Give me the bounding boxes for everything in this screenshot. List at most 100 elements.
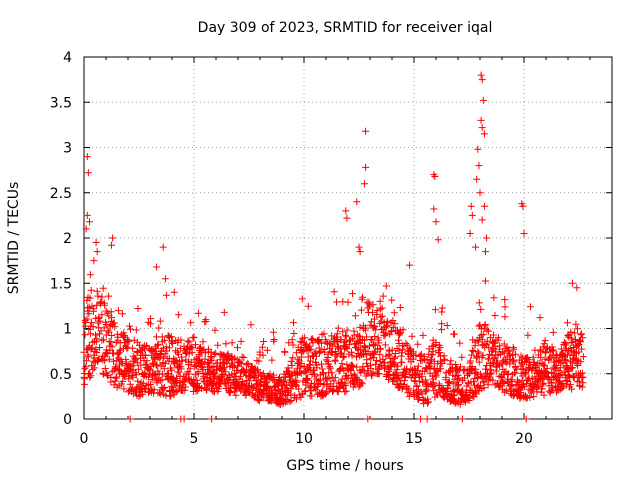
data-point: [297, 360, 305, 368]
data-point: [210, 351, 218, 358]
data-point: [105, 292, 113, 300]
data-point: [81, 331, 89, 339]
data-point: [482, 365, 489, 373]
data-point: [201, 355, 209, 363]
data-point: [438, 304, 446, 312]
data-point: [477, 325, 485, 333]
data-point: [337, 378, 345, 386]
data-point: [315, 336, 323, 343]
data-point: [481, 277, 489, 285]
data-point: [308, 392, 316, 400]
data-point: [172, 347, 180, 355]
data-point: [286, 398, 294, 406]
data-point: [312, 348, 320, 356]
data-point: [228, 339, 236, 347]
data-point: [480, 202, 488, 210]
data-point: [304, 353, 312, 361]
data-point: [156, 317, 164, 325]
data-point: [358, 380, 366, 388]
data-point: [475, 299, 483, 307]
data-point: [290, 330, 298, 337]
data-point: [88, 344, 96, 352]
data-point: [155, 324, 163, 332]
data-point: [491, 312, 499, 319]
data-point: [579, 334, 587, 342]
data-point: [306, 357, 314, 365]
data-point: [417, 415, 425, 423]
data-point: [351, 381, 359, 389]
data-point: [154, 341, 162, 349]
data-point: [270, 371, 278, 379]
data-point: [382, 282, 390, 290]
data-point: [424, 395, 432, 403]
data-point: [298, 295, 306, 303]
data-point: [475, 162, 483, 170]
data-point: [567, 328, 575, 336]
data-point: [549, 328, 557, 336]
data-point: [84, 353, 92, 361]
data-point: [341, 338, 348, 346]
data-point: [126, 322, 133, 330]
data-point: [391, 350, 399, 357]
data-point: [444, 385, 452, 393]
data-point: [468, 365, 476, 373]
x-tick-labels: 0 5 10 15 20: [80, 431, 533, 447]
data-point: [141, 369, 149, 377]
data-point: [230, 362, 238, 370]
data-point: [372, 360, 380, 368]
data-point: [173, 378, 181, 386]
data-point: [511, 364, 519, 372]
data-point: [117, 358, 125, 366]
data-point: [126, 360, 134, 368]
data-point: [577, 358, 585, 366]
data-point: [189, 334, 197, 342]
y-tick-label: 3.5: [50, 95, 72, 111]
data-point: [167, 392, 175, 400]
chart-title: Day 309 of 2023, SRMTID for receiver iqa…: [198, 20, 493, 36]
data-point: [470, 378, 477, 386]
data-point: [475, 358, 483, 366]
data-point: [97, 298, 105, 306]
data-point: [187, 343, 195, 351]
data-point: [318, 365, 326, 373]
data-point: [573, 284, 581, 292]
data-point: [540, 379, 548, 387]
data-point: [304, 375, 312, 382]
data-point: [301, 388, 309, 396]
data-point: [482, 248, 489, 256]
data-point: [438, 320, 446, 328]
data-point: [203, 386, 211, 394]
data-point: [456, 400, 464, 408]
data-point: [561, 356, 569, 364]
data-point: [524, 375, 532, 383]
data-point: [81, 375, 88, 383]
data-point: [370, 349, 378, 357]
data-point: [340, 367, 348, 375]
data-point: [483, 326, 491, 334]
data-point: [119, 377, 127, 385]
data-point: [459, 367, 467, 375]
data-point: [270, 336, 278, 343]
data-point: [314, 337, 322, 345]
data-point: [92, 345, 100, 353]
data-point: [108, 332, 116, 339]
data-point: [379, 292, 387, 300]
data-point: [572, 320, 580, 328]
data-point: [165, 344, 173, 352]
x-tick-label: 10: [295, 431, 313, 447]
data-point: [555, 372, 563, 380]
data-point: [572, 355, 580, 363]
data-point: [143, 357, 151, 365]
data-point: [362, 163, 370, 171]
data-point: [481, 321, 489, 328]
data-point: [492, 367, 500, 375]
data-point: [237, 360, 245, 368]
data-point: [134, 383, 142, 391]
data-point: [534, 382, 542, 390]
data-point: [397, 352, 405, 360]
data-point: [348, 335, 356, 343]
data-point: [177, 336, 185, 344]
data-point: [340, 352, 348, 360]
data-point: [93, 335, 101, 343]
